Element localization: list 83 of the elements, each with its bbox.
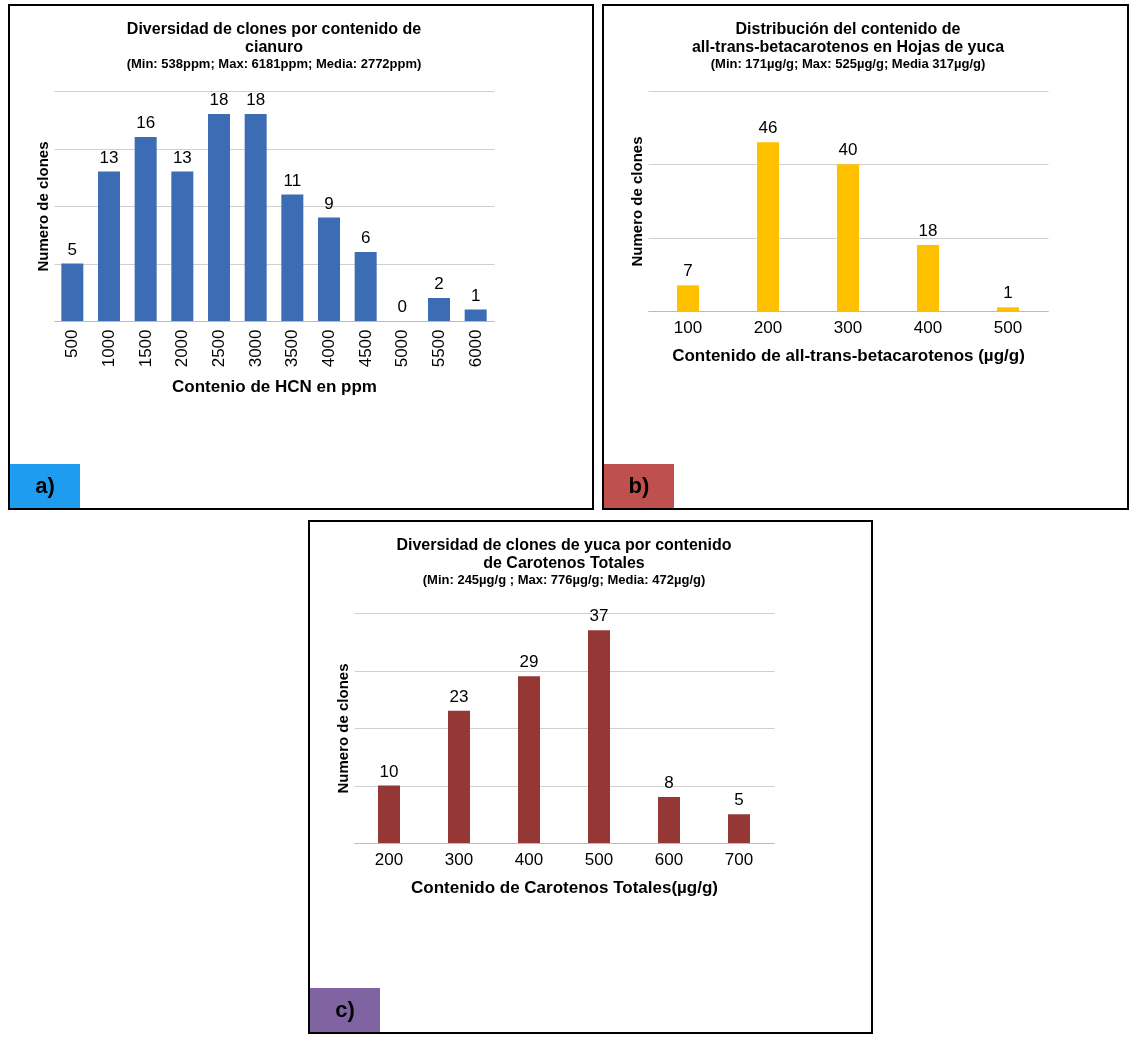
chart-subtitle: (Min: 538ppm; Max: 6181ppm; Media: 2772ppm) [126,56,422,71]
x-axis-title: Contenido de all-trans-betacarotenos (µg/g) [672,345,1025,365]
data-label: 7 [683,261,693,281]
x-tick-label: 2500 [209,329,228,368]
x-tick-label: 400 [514,849,544,869]
x-tick-label: 5500 [429,329,448,368]
x-tick-label: 200 [753,317,783,337]
bar [997,307,1019,311]
bar [428,298,450,321]
bar [677,285,699,311]
x-tick-label: 700 [724,849,754,869]
data-label: 1 [470,285,481,305]
x-tick-label: 600 [654,849,684,869]
x-axis-title: Contenido de Carotenos Totales(µg/g) [411,877,718,897]
data-label: 18 [246,90,266,109]
x-tick-label: 4000 [319,329,338,368]
data-label: 46 [758,118,778,138]
data-label: 29 [519,652,539,672]
x-tick-label: 3500 [282,329,302,368]
chart-title: Diversidad de clones de yuca por contenido de Carotenos Totales [396,536,732,572]
bar [281,194,304,321]
bar [588,630,610,843]
x-tick-label: 2000 [172,329,192,368]
x-tick-label: 500 [62,329,82,358]
bar [354,252,377,321]
data-label: 10 [379,761,399,781]
bar [171,171,194,321]
data-label: 16 [136,113,156,132]
chart-subtitle: (Min: 245µg/g ; Max: 776µg/g; Media: 472µg/g) [422,572,706,588]
bar [837,164,859,311]
x-tick-label: 500 [584,849,614,869]
x-tick-label: 1500 [135,329,155,368]
x-tick-label: 100 [673,317,703,337]
data-label: 13 [172,147,192,167]
bar [61,263,84,321]
data-label: 11 [283,170,302,190]
x-tick-label: 3000 [245,329,265,368]
data-label: 0 [397,297,408,316]
y-axis-title: Numero de clones [333,663,351,794]
data-label: 13 [99,147,119,167]
bar [917,245,939,311]
data-label: 1 [1003,283,1013,303]
x-tick-label: 400 [913,317,943,337]
bar [757,142,779,311]
x-tick-label: 200 [374,849,404,869]
data-label: 8 [664,773,674,792]
bar [244,114,267,321]
bar [728,814,750,843]
x-tick-label: 1000 [99,329,118,368]
bar [134,137,157,321]
x-tick-label: 300 [444,849,474,869]
bar [658,797,680,843]
data-label: 18 [918,221,938,240]
data-label: 40 [838,140,858,160]
text: c) [310,988,380,1032]
y-axis-title: Numero de clones [33,141,51,272]
data-label: 23 [449,686,469,706]
bar [464,309,487,321]
bar [518,676,540,843]
bar [318,217,340,321]
bar [448,710,470,843]
text: a) [10,464,80,508]
bar [378,785,400,843]
data-label: 2 [434,274,444,293]
x-tick-label: 300 [833,317,863,337]
data-label: 5 [67,239,78,259]
x-tick-label: 5000 [392,329,412,368]
data-label: 18 [209,90,229,109]
x-tick-label: 500 [993,317,1023,337]
x-axis-title: Contenio de HCN en ppm [172,377,377,397]
chart-title: Diversidad de clones por contenido de cianuro [126,20,422,55]
x-tick-label: 4500 [355,329,375,368]
chart-subtitle: (Min: 171µg/g; Max: 525µg/g; Media 317µg/g) [710,56,986,71]
data-label: 5 [734,790,744,810]
data-label: 9 [324,193,334,213]
data-label: 37 [589,606,609,626]
chart-title: Distribución del contenido de all-trans-betacarotenos en Hojas de yuca [691,20,1005,55]
bar [98,171,120,321]
bar [208,114,230,321]
x-tick-label: 6000 [465,329,485,368]
y-axis-title: Numero de clones [627,136,645,267]
data-label: 6 [360,228,371,247]
text: b) [604,464,674,508]
